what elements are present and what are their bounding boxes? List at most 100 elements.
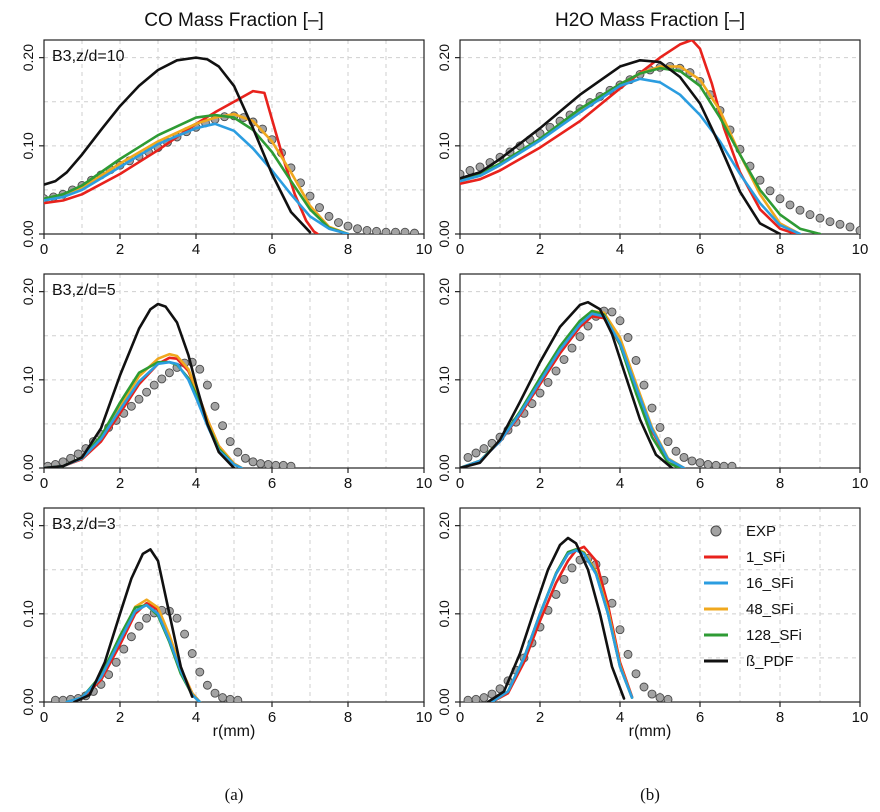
exp-data-point — [647, 689, 657, 699]
plot-frame — [459, 273, 861, 469]
x-tick-label: 10 — [852, 709, 869, 726]
exp-data-point — [825, 217, 835, 227]
x-tick-label: 0 — [456, 475, 464, 492]
panel-4: 0 2 4 6 8 10 0.00 0.10 0.20 B3,z/d=3 — [20, 507, 432, 726]
exp-data-point — [663, 437, 673, 446]
exp-data-point — [248, 457, 258, 467]
x-tick-label: 8 — [344, 475, 352, 492]
exp-data-point — [785, 200, 795, 210]
series-group — [50, 548, 243, 702]
column-title-co: CO Mass Fraction [–] — [144, 10, 324, 31]
x-tick-label: 10 — [416, 241, 433, 258]
exp-data-point — [362, 226, 372, 234]
exp-data-point — [535, 388, 545, 398]
series-line-16sfi — [460, 77, 802, 234]
series-group — [44, 302, 296, 468]
legend: EXP 1_SFi 16_SFi 48_SFi 128_SFi ß_PDF — [704, 523, 802, 670]
exp-data-point — [463, 695, 473, 702]
exp-data-point — [263, 460, 273, 468]
y-tick-label: 0.00 — [20, 688, 36, 715]
exp-data-point — [695, 458, 705, 468]
exp-data-point — [164, 368, 174, 378]
exp-data-point — [855, 226, 860, 234]
legend-item: 48_SFi — [704, 601, 794, 618]
x-tick-label: 0 — [456, 709, 464, 726]
series-line-16sfi — [44, 360, 243, 468]
exp-data-point — [583, 321, 593, 331]
exp-data-point — [58, 695, 68, 702]
exp-data-point — [410, 228, 419, 234]
exp-data-point — [202, 680, 212, 690]
exp-data-point — [471, 448, 481, 458]
x-tick-label: 4 — [192, 475, 200, 492]
legend-item: 1_SFi — [704, 549, 785, 566]
x-tick-label: 8 — [776, 475, 784, 492]
exp-data-point — [703, 460, 713, 468]
exp-data-point — [543, 378, 553, 387]
legend-marker — [710, 525, 722, 537]
exp-data-point — [353, 224, 362, 234]
series-line-1sfi — [44, 89, 319, 234]
x-axis-label-left: r(mm) — [213, 723, 256, 740]
exp-data-point — [400, 227, 410, 234]
x-tick-label: 8 — [344, 241, 352, 258]
x-tick-label: 2 — [536, 709, 544, 726]
exp-data-point — [615, 316, 625, 326]
series-line-pdf — [460, 300, 674, 468]
y-tick-label: 0.20 — [20, 278, 36, 305]
panel-3: 0 2 4 6 8 10 0.00 0.10 0.20 — [436, 273, 869, 492]
exp-data-point — [835, 219, 845, 229]
x-tick-label: 0 — [40, 241, 48, 258]
y-tick-label: 0.10 — [436, 132, 452, 159]
legend-label: 1_SFi — [746, 549, 785, 566]
series-group — [463, 536, 673, 702]
exp-data-point — [372, 226, 381, 234]
column-title-h2o: H2O Mass Fraction [–] — [555, 10, 745, 31]
panel-1: 0 2 4 6 8 10 0.00 0.10 0.20 — [436, 39, 868, 258]
y-tick-label: 0.10 — [20, 600, 36, 627]
exp-data-point — [334, 218, 343, 227]
exp-data-point — [815, 213, 825, 223]
x-tick-label: 0 — [456, 241, 464, 258]
series-group — [460, 300, 737, 468]
y-tick-label: 0.20 — [20, 44, 36, 71]
exp-data-point — [775, 194, 785, 204]
x-tick-label: 6 — [268, 709, 276, 726]
series-line-1sfi — [460, 40, 798, 234]
legend-label: 128_SFi — [746, 627, 802, 644]
exp-data-point — [623, 649, 633, 659]
y-tick-label: 0.10 — [20, 366, 36, 393]
series-line-pdf — [44, 302, 236, 468]
x-axis-label-right: r(mm) — [629, 723, 672, 740]
y-tick-label: 0.20 — [436, 44, 452, 71]
x-tick-label: 10 — [852, 475, 869, 492]
series-line-pdf — [44, 56, 312, 234]
exp-data-point — [126, 632, 136, 642]
x-tick-label: 6 — [696, 709, 704, 726]
y-tick-label: 0.10 — [436, 600, 452, 627]
exp-data-point — [460, 169, 465, 179]
exp-data-point — [727, 461, 737, 468]
exp-data-point — [795, 205, 805, 215]
exp-data-point — [639, 380, 649, 390]
series-group — [460, 40, 860, 234]
exp-data-point — [111, 657, 121, 667]
exp-data-point — [381, 227, 391, 234]
exp-data-point — [551, 366, 561, 376]
exp-data-point — [615, 625, 625, 635]
x-tick-label: 2 — [116, 241, 124, 258]
exp-data-point — [233, 447, 243, 457]
exp-data-point — [679, 452, 689, 462]
legend-label: EXP — [746, 523, 776, 540]
x-tick-label: 4 — [192, 709, 200, 726]
exp-data-point — [631, 669, 641, 679]
exp-data-point — [567, 563, 577, 573]
y-tick-label: 0.20 — [436, 512, 452, 539]
exp-data-point — [134, 394, 144, 404]
exp-data-point — [50, 695, 60, 702]
exp-data-point — [655, 422, 665, 432]
series-line-pdf — [73, 548, 194, 702]
x-tick-label: 2 — [116, 709, 124, 726]
exp-data-point — [218, 693, 228, 702]
